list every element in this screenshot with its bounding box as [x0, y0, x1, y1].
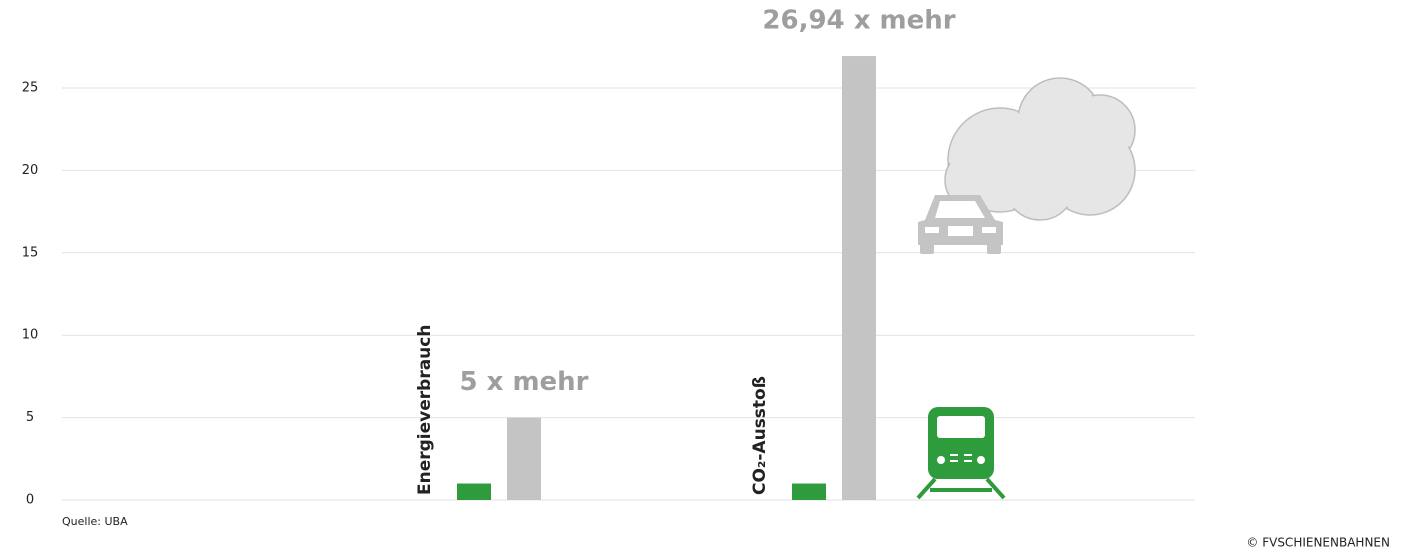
credit: © FVSCHIENENBAHNEN	[1246, 536, 1390, 550]
value-label: 26,94 x mehr	[762, 6, 955, 36]
category-label: Energieverbrauch	[415, 325, 435, 495]
train-icon	[918, 407, 1004, 498]
y-tick-label: 15	[22, 245, 39, 260]
bar	[792, 484, 826, 500]
y-tick-label: 20	[22, 163, 39, 178]
chart: 25 20 15 10 5 0 Quelle: UBA © FVSCHIENENBAHNE…	[0, 0, 1407, 554]
category-label: CO₂-Ausstoß	[750, 376, 770, 495]
y-tick-label: 0	[26, 493, 34, 508]
y-tick-label: 5	[26, 410, 34, 425]
bar	[457, 484, 491, 500]
y-tick-label: 10	[22, 328, 39, 343]
y-tick-label: 25	[22, 81, 39, 96]
source: Quelle: UBA	[62, 515, 128, 528]
value-label: 5 x mehr	[459, 367, 588, 397]
bar	[507, 418, 541, 500]
bar	[842, 56, 876, 500]
